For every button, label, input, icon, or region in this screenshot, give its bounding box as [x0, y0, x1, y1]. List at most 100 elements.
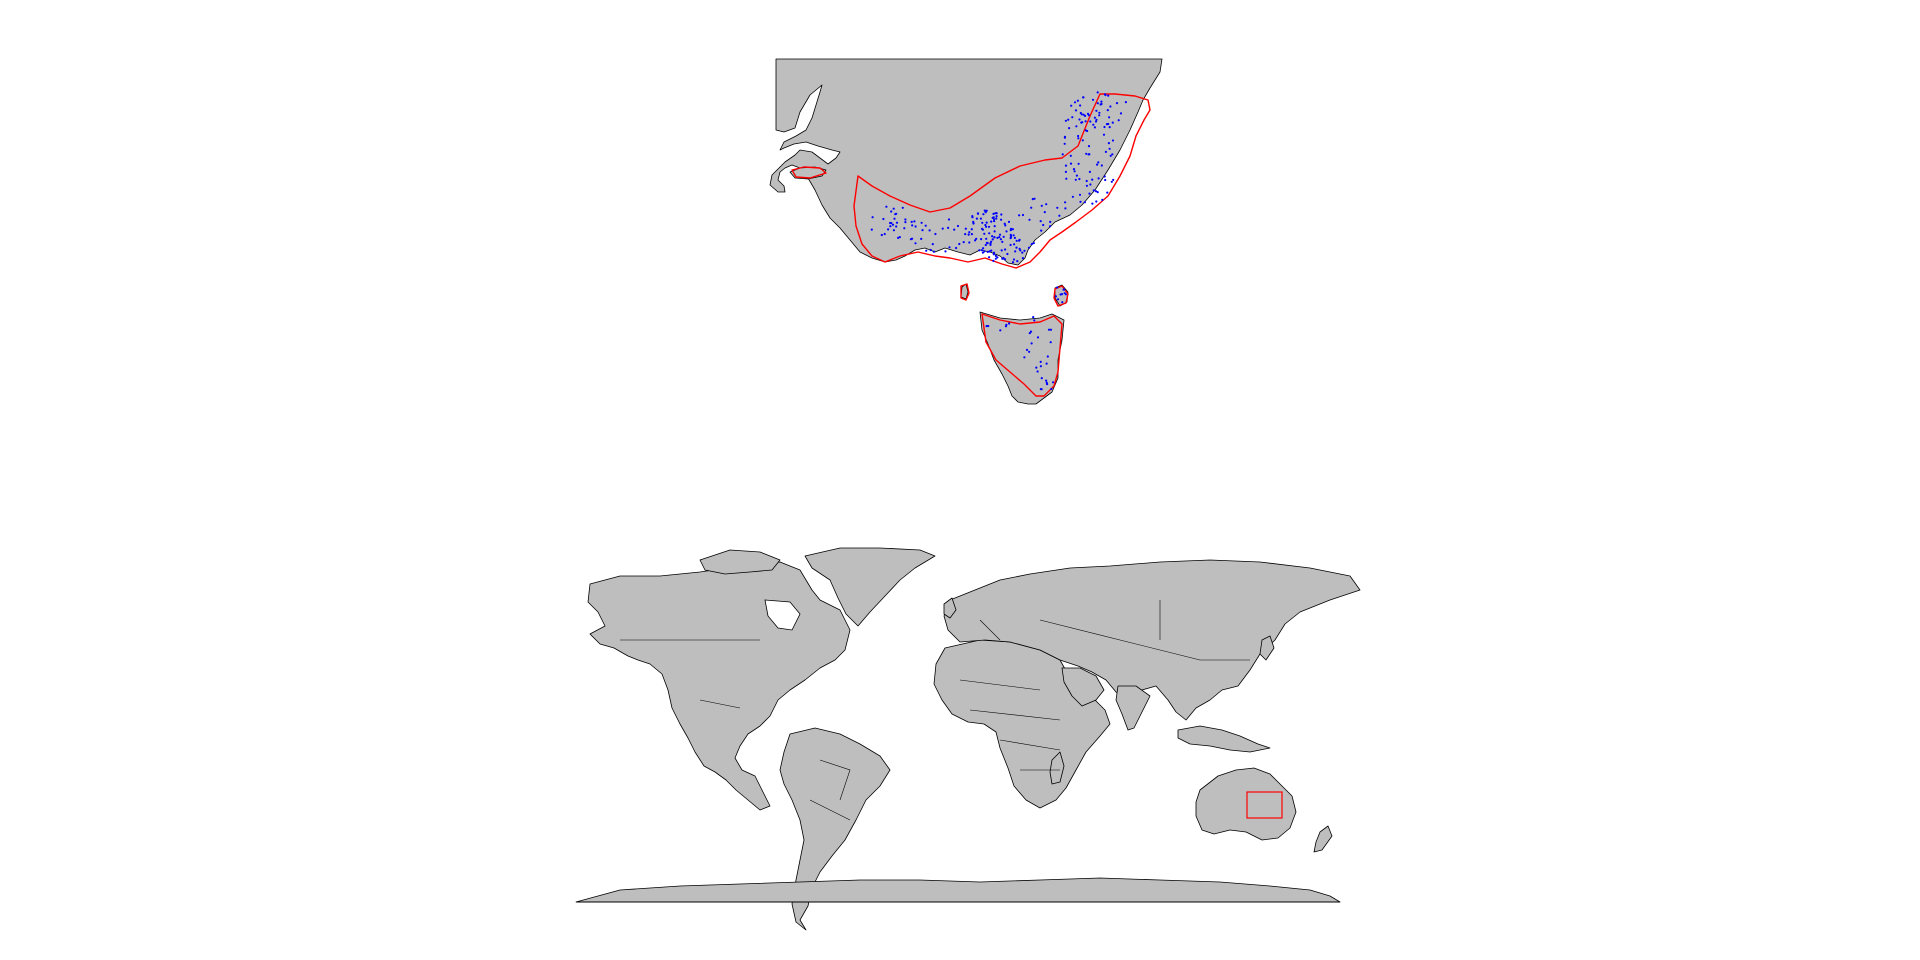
occurrence-point: [993, 225, 996, 228]
occurrence-points: [870, 91, 1127, 391]
occurrence-point: [1084, 114, 1087, 117]
occurrence-point: [1058, 214, 1061, 217]
occurrence-point: [1102, 133, 1106, 136]
occurrence-point: [964, 233, 967, 236]
occurrence-point: [1106, 191, 1109, 194]
occurrence-point: [1109, 105, 1112, 108]
occurrence-point: [1088, 192, 1091, 195]
occurrence-point: [1097, 177, 1100, 180]
range-hull-tasmania: [981, 313, 1063, 397]
occurrence-point: [1085, 184, 1088, 187]
occurrence-point: [1056, 298, 1060, 301]
occurrence-point: [1061, 301, 1064, 304]
occurrence-point: [1079, 104, 1082, 107]
occurrence-point: [1082, 96, 1085, 99]
occurrence-point: [1064, 119, 1067, 122]
range-hull-kangaroo: [791, 166, 827, 179]
occurrence-point: [1009, 243, 1012, 247]
occurrence-point: [1028, 350, 1031, 353]
occurrence-point: [1021, 213, 1025, 217]
occurrence-point: [1065, 177, 1068, 180]
occurrence-point: [1049, 220, 1052, 223]
occurrence-point: [991, 238, 994, 241]
madagascar-landmass: [1049, 751, 1065, 785]
occurrence-point: [1030, 243, 1033, 246]
occurrence-point: [1076, 99, 1079, 102]
occurrence-point: [1018, 247, 1021, 250]
occurrence-point: [1084, 120, 1087, 123]
occurrence-point: [974, 239, 977, 242]
occurrence-point: [1111, 153, 1114, 156]
occurrence-point: [1025, 348, 1029, 351]
occurrence-point: [1032, 316, 1035, 319]
occurrence-point: [968, 241, 971, 244]
occurrence-point: [925, 249, 928, 252]
occurrence-point: [1115, 102, 1119, 105]
occurrence-point: [909, 238, 913, 241]
occurrence-point: [953, 228, 956, 231]
occurrence-point: [890, 210, 893, 213]
occurrence-point: [903, 227, 906, 230]
occurrence-point: [970, 233, 974, 236]
occurrence-point: [1028, 332, 1031, 335]
occurrence-point: [1016, 260, 1019, 263]
occurrence-point: [1089, 183, 1092, 186]
occurrence-point: [1045, 379, 1048, 382]
occurrence-point: [993, 218, 996, 221]
occurrence-point: [1027, 246, 1031, 249]
occurrence-point: [1071, 116, 1074, 119]
occurrence-point: [1014, 250, 1017, 253]
occurrence-point: [932, 250, 936, 253]
occurrence-point: [982, 247, 985, 250]
occurrence-point: [1077, 137, 1080, 140]
occurrence-point: [1045, 203, 1048, 206]
occurrence-point: [1045, 381, 1048, 384]
occurrence-point: [895, 212, 898, 215]
occurrence-point: [955, 246, 958, 250]
occurrence-point: [967, 233, 970, 236]
occurrence-point: [948, 246, 951, 249]
occurrence-point: [1091, 202, 1094, 205]
occurrence-point: [1105, 123, 1109, 126]
occurrence-point: [968, 231, 971, 234]
occurrence-point: [1013, 243, 1016, 246]
occurrence-point: [998, 236, 1001, 239]
occurrence-point: [1110, 180, 1113, 183]
occurrence-point: [1004, 248, 1007, 251]
occurrence-point: [975, 237, 978, 240]
occurrence-point: [1074, 109, 1078, 112]
occurrence-point: [962, 241, 965, 244]
occurrence-point: [913, 220, 916, 223]
occurrence-point: [1084, 129, 1087, 132]
occurrence-point: [1096, 163, 1099, 166]
occurrence-point: [1075, 174, 1078, 177]
occurrence-point: [1046, 355, 1049, 358]
occurrence-point: [934, 232, 937, 236]
occurrence-point: [1063, 135, 1067, 138]
occurrence-point: [1039, 388, 1042, 391]
occurrence-point: [1109, 154, 1112, 157]
southeast-asia-islands: [1177, 725, 1271, 753]
occurrence-point: [1100, 102, 1103, 106]
occurrence-point: [1070, 104, 1073, 107]
occurrence-point: [1009, 229, 1012, 232]
occurrence-point: [983, 250, 986, 253]
occurrence-point: [1029, 330, 1033, 333]
occurrence-point: [1023, 356, 1026, 359]
occurrence-point: [897, 236, 900, 239]
occurrence-point: [970, 228, 973, 231]
occurrence-point: [1088, 170, 1091, 173]
occurrence-point: [1108, 116, 1111, 119]
occurrence-point: [924, 224, 927, 227]
occurrence-point: [898, 236, 901, 239]
occurrence-point: [892, 229, 896, 232]
occurrence-point: [1108, 126, 1111, 129]
occurrence-point: [1013, 236, 1017, 239]
occurrence-point: [986, 250, 989, 253]
occurrence-point: [980, 249, 984, 252]
occurrence-point: [992, 251, 996, 254]
occurrence-point: [1064, 164, 1068, 167]
eurasia-landmass: [943, 559, 1361, 721]
occurrence-point: [1098, 111, 1101, 114]
